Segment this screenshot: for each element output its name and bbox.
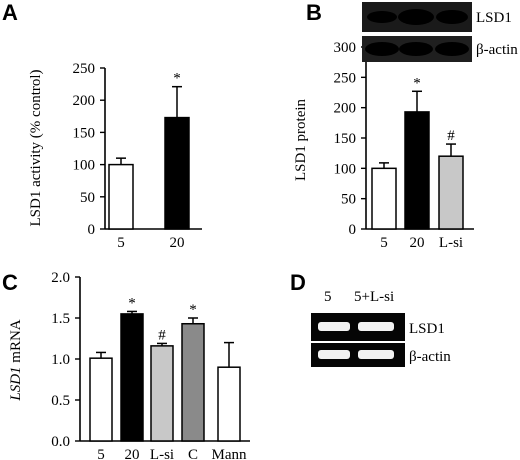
blot-d-lane-1: 5	[324, 289, 332, 305]
chart-a-ytick-label: 100	[73, 158, 96, 174]
chart-c-significance-marker: *	[128, 295, 136, 311]
chart-a-ytick-label: 200	[73, 93, 96, 109]
panel-letter-d: D	[290, 270, 306, 295]
blot-b-actin-band-1	[365, 42, 399, 56]
chart-c-ytick-label: 1.0	[51, 352, 70, 368]
chart-a-ytick-label: 0	[88, 222, 96, 238]
chart-b-ytick-label: 200	[334, 101, 357, 117]
panel-letter-a: A	[2, 0, 18, 25]
chart-a-ylabel: LSD1 activity (% control)	[28, 69, 44, 226]
blot-b-label-lsd1: LSD1	[476, 10, 512, 26]
chart-a-ytick-label: 150	[73, 125, 96, 141]
chart-c-category-label: Mann	[212, 447, 247, 460]
blot-b: LSD1 β-actin	[362, 2, 518, 62]
chart-c-ytick-label: 0.5	[51, 393, 70, 409]
chart-c-category-label: 20	[125, 447, 140, 460]
chart-b: 0 50 100 150 200 250 300 LSD1 protein 5 * 20 # L-si	[293, 40, 474, 251]
chart-b-ylabel: LSD1 protein	[293, 98, 309, 181]
chart-a: 0 50 100 150 200 250 LSD1 activity (% control)…	[28, 61, 202, 251]
blot-d-lsd1-band-1	[318, 322, 350, 331]
blot-d: 5 5+L-si LSD1 β-actin	[311, 289, 451, 367]
chart-b-bar	[371, 167, 397, 230]
chart-a-significance-marker: *	[173, 71, 181, 87]
blot-d-lsd1-band-2	[358, 322, 394, 331]
chart-c-category-label: 5	[97, 447, 105, 460]
chart-c-bar	[89, 357, 113, 442]
blot-d-label-actin: β-actin	[409, 349, 451, 365]
chart-b-ytick-label: 150	[334, 131, 357, 147]
chart-a-category-label: 20	[170, 235, 185, 251]
chart-c-bar	[217, 366, 241, 442]
blot-b-lsd1-band-1	[367, 11, 397, 23]
chart-b-ytick-label: 300	[334, 40, 357, 56]
chart-b-bar	[404, 111, 430, 230]
blot-b-actin-band-2	[399, 42, 433, 56]
chart-b-ytick-label: 250	[334, 70, 357, 86]
blot-b-lsd1-band-3	[436, 10, 468, 24]
chart-a-bar	[108, 163, 134, 230]
chart-c-category-label: C	[188, 447, 198, 460]
chart-c-ytick-label: 2.0	[51, 270, 70, 286]
chart-b-significance-marker: *	[413, 75, 421, 91]
chart-b-ytick-label: 50	[341, 192, 356, 208]
chart-c-significance-marker: #	[158, 327, 166, 343]
chart-a-ytick-label: 50	[80, 190, 95, 206]
chart-b-bar	[438, 155, 464, 230]
blot-d-lane-2: 5+L-si	[354, 289, 394, 305]
blot-b-label-actin: β-actin	[476, 42, 518, 58]
chart-c-bar	[150, 345, 174, 442]
blot-b-actin-band-3	[435, 42, 469, 56]
blot-b-lsd1-band-2	[398, 9, 434, 25]
blot-d-actin-band-2	[358, 350, 394, 359]
chart-c-category-label: L-si	[150, 447, 174, 460]
chart-c: 0.0 0.5 1.0 1.5 2.0 LSD1 mRNA 5 * 20 # L-si * C Mann	[8, 270, 250, 460]
chart-c-ytick-label: 0.0	[51, 434, 70, 450]
chart-b-significance-marker: #	[447, 128, 455, 144]
chart-b-ytick-label: 100	[334, 161, 357, 177]
chart-b-ytick-label: 0	[349, 222, 357, 238]
chart-c-significance-marker: *	[189, 302, 197, 318]
chart-b-category-label: L-si	[439, 235, 463, 251]
panel-letter-b: B	[306, 0, 322, 25]
chart-c-bar	[181, 322, 205, 442]
chart-b-category-label: 20	[410, 235, 425, 251]
chart-c-bar	[120, 313, 144, 442]
chart-c-ytick-label: 1.5	[51, 311, 70, 327]
chart-b-category-label: 5	[380, 235, 388, 251]
chart-c-ylabel: LSD1 mRNA	[8, 319, 24, 401]
panel-letter-c: C	[2, 270, 18, 295]
blot-d-actin-band-1	[318, 350, 350, 359]
blot-d-label-lsd1: LSD1	[409, 321, 445, 337]
chart-a-category-label: 5	[117, 235, 125, 251]
chart-a-bar	[164, 116, 190, 230]
chart-a-ytick-label: 250	[73, 61, 96, 77]
